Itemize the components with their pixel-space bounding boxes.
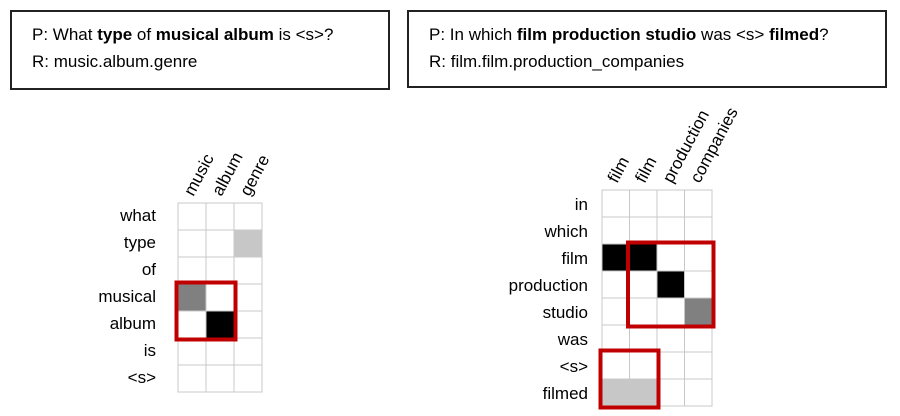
- pattern-text: was <s>: [696, 25, 770, 44]
- row-label: musical: [98, 287, 156, 306]
- matrix-group-1: in which film production studio was <s> filmed f…: [509, 104, 742, 410]
- row-label: of: [142, 260, 156, 279]
- pattern-text: is <s>?: [273, 25, 334, 44]
- matrix-cell: [656, 378, 685, 407]
- row-label: film: [562, 249, 588, 268]
- matrix-cell: [601, 189, 630, 218]
- row-label: type: [124, 233, 156, 252]
- pattern-keyword: filmed: [769, 25, 820, 44]
- pattern-keyword: film production studio: [516, 25, 697, 44]
- relation-line: R: film.film.production_companies: [429, 52, 685, 71]
- pattern-line: P: What type of musical album is <s>?: [32, 21, 370, 48]
- column-label: film: [631, 154, 660, 186]
- matrix-cell: [629, 351, 658, 380]
- matrix-cell: [629, 216, 658, 245]
- highlight-box: [598, 348, 661, 410]
- matrix-cell: [656, 216, 685, 245]
- matrix-cell: [656, 243, 685, 272]
- pattern-relation-box: P: In which film production studio was <…: [407, 10, 887, 88]
- row-label: what: [119, 206, 156, 225]
- matrix-cell: [177, 229, 207, 258]
- row-label: production: [509, 276, 588, 295]
- row-label: is: [144, 341, 156, 360]
- matrix-cell: [177, 337, 207, 366]
- matrix-cell: [233, 202, 263, 231]
- matrix-cell: [629, 270, 658, 299]
- highlight-box: [174, 280, 238, 342]
- matrix-cell: [684, 297, 713, 326]
- matrix-cell: [629, 297, 658, 326]
- highlight-box: [626, 240, 716, 329]
- matrix-cell: [684, 189, 713, 218]
- matrix-cell: [629, 189, 658, 218]
- pattern-text: In which: [449, 25, 517, 44]
- matrix-cell: [177, 256, 207, 285]
- matrix-cell: [656, 297, 685, 326]
- matrix-cell: [629, 243, 658, 272]
- matrix-cell: [656, 324, 685, 353]
- matrix-cell: [601, 243, 630, 272]
- matrix-cell: [629, 378, 658, 407]
- pattern-text: of: [132, 25, 156, 44]
- relation-line: R: music.album.genre: [32, 52, 198, 71]
- pattern-text: What: [52, 25, 98, 44]
- matrix-cell: [177, 202, 207, 231]
- matrix-cell: [684, 270, 713, 299]
- matrix-cell: [233, 364, 263, 393]
- row-label: <s>: [560, 357, 588, 376]
- matrix-cell: [656, 351, 685, 380]
- pattern-relation-box: P: What type of musical album is <s>? R:…: [10, 10, 390, 90]
- matrix-cell: [629, 324, 658, 353]
- matrix-cell: [601, 297, 630, 326]
- matrix-cell: [656, 270, 685, 299]
- matrix-cell: [205, 256, 235, 285]
- pattern-keyword: musical album: [155, 25, 274, 44]
- matrix-cell: [684, 351, 713, 380]
- matrix-cell: [684, 324, 713, 353]
- pattern-text: ?: [819, 25, 829, 44]
- matrix-cell: [177, 310, 207, 339]
- row-label: was: [557, 330, 588, 349]
- matrix-cell: [205, 283, 235, 312]
- matrix-cell: [684, 216, 713, 245]
- matrix-cell: [177, 283, 207, 312]
- matrix-cell: [233, 256, 263, 285]
- matrix-cell: [656, 189, 685, 218]
- matrix-cell: [601, 270, 630, 299]
- matrix-cell: [684, 243, 713, 272]
- matrix-cell: [205, 310, 235, 339]
- row-label: which: [544, 222, 588, 241]
- matrix-cell: [205, 229, 235, 258]
- matrix-cell: [233, 337, 263, 366]
- matrix-cell: [601, 351, 630, 380]
- row-label: studio: [543, 303, 588, 322]
- matrix-cell: [233, 229, 263, 258]
- matrix-group-0: whattypeofmusicalalbumis<s>musicalbumgen…: [98, 149, 273, 393]
- row-label: album: [110, 314, 156, 333]
- matrix-cell: [205, 364, 235, 393]
- row-label: <s>: [128, 368, 156, 387]
- column-label: film: [604, 154, 633, 186]
- pattern-line: P: In which film production studio was <…: [429, 21, 867, 48]
- matrix-cell: [684, 378, 713, 407]
- row-label: in: [575, 195, 588, 214]
- matrix-cell: [601, 216, 630, 245]
- pattern-keyword: type: [97, 25, 133, 44]
- matrix-cell: [233, 310, 263, 339]
- row-label: filmed: [543, 384, 588, 403]
- matrix-cell: [601, 324, 630, 353]
- matrix-cell: [233, 283, 263, 312]
- matrix-cell: [601, 378, 630, 407]
- matrix-cell: [177, 364, 207, 393]
- matrix-cell: [205, 202, 235, 231]
- pattern-prefix: P:: [32, 25, 53, 44]
- pattern-prefix: P:: [429, 25, 450, 44]
- matrix-cell: [205, 337, 235, 366]
